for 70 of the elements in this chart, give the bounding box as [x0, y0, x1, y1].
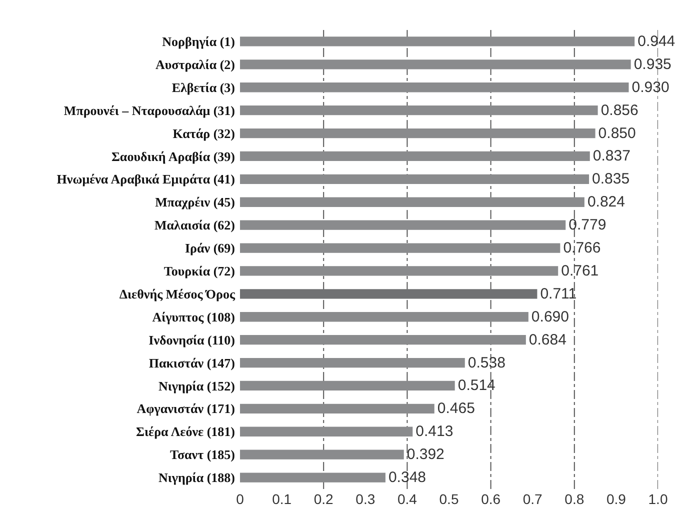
x-tick-label: 0.6 [481, 491, 501, 507]
y-tick-label: Αυστραλία (2) [156, 56, 235, 72]
x-tick-label: 0.9 [606, 491, 626, 507]
data-label: 0.779 [568, 216, 606, 234]
data-label: 0.514 [458, 377, 496, 394]
y-tick-label: Τουρκία (72) [164, 264, 235, 279]
y-tick-label: Τσαντ (185) [170, 447, 235, 462]
bar [240, 472, 386, 482]
data-label: 0.837 [592, 148, 630, 165]
y-tick-label: Ηνωμένα Αραβικά Εμιράτα (41) [56, 172, 235, 187]
y-tick-label: Αφγανιστάν (171) [136, 401, 235, 416]
bar [240, 312, 528, 322]
y-tick-label: Κατάρ (32) [172, 126, 235, 141]
y-tick-label: Πακιστάν (147) [148, 355, 235, 370]
y-tick-label: Ιράν (69) [185, 240, 235, 256]
y-tick-label: Ελβετία (3) [172, 80, 235, 95]
bar [240, 266, 558, 276]
y-tick-label: Διεθνής Μέσος Όρος [119, 286, 236, 302]
x-tick-label: 0.2 [314, 491, 334, 507]
bar [240, 128, 596, 138]
x-tick-label: 0.7 [522, 491, 543, 507]
bar [240, 243, 560, 253]
data-label: 0.856 [600, 102, 638, 119]
y-tick-label: Μπρουνέι – Νταρουσαλάμ (31) [64, 102, 235, 118]
y-tick-label: Νιγηρία (188) [158, 470, 235, 486]
y-tick-label: Σαουδική Αραβία (39) [111, 148, 235, 164]
data-label: 0.392 [406, 446, 444, 464]
data-label: 0.690 [531, 308, 569, 326]
data-label: 0.684 [528, 331, 566, 348]
bar [240, 358, 465, 368]
x-tick-label: 0.4 [397, 491, 418, 507]
bar [240, 335, 526, 345]
x-tick-label: 0.3 [356, 491, 376, 507]
bar [240, 174, 590, 184]
data-label: 0.711 [540, 285, 577, 302]
data-label: 0.348 [388, 469, 426, 486]
data-label: 0.538 [468, 354, 506, 372]
y-tick-label: Σιέρα Λεόνε (181) [136, 424, 235, 440]
data-label: 0.761 [561, 262, 599, 280]
bar [240, 106, 598, 116]
bar [240, 151, 590, 162]
data-label: 0.850 [598, 124, 636, 142]
data-label: 0.766 [563, 240, 601, 257]
data-label: 0.835 [592, 170, 630, 188]
y-tick-label: Ινδονησία (110) [148, 332, 235, 348]
data-label: 0.935 [634, 56, 672, 73]
x-tick-label: 1.0 [648, 491, 668, 507]
data-label: 0.465 [437, 400, 475, 418]
y-tick-label: Νορβηγία (1) [162, 34, 235, 50]
data-label: 0.944 [638, 32, 676, 50]
y-tick-label: Αίγυπτος (108) [152, 309, 235, 324]
bar [240, 197, 584, 207]
bar [240, 450, 404, 460]
data-label: 0.824 [587, 194, 625, 211]
x-tick-label: 0.8 [564, 491, 584, 507]
x-tick-label: 0.1 [272, 491, 292, 507]
bar [240, 36, 635, 46]
x-tick-label: 0.5 [439, 491, 459, 507]
bar [240, 82, 629, 92]
y-tick-label: Νιγηρία (152) [158, 378, 235, 394]
y-tick-label: Μπαχρέιν (45) [155, 194, 235, 210]
bar [240, 60, 631, 70]
x-tick-label: 0 [236, 491, 244, 507]
data-label: 0.413 [416, 423, 454, 440]
bar [240, 426, 413, 436]
bar [240, 404, 434, 414]
y-tick-label: Μαλαισία (62) [154, 218, 235, 233]
bar [240, 380, 455, 391]
bar [240, 289, 538, 299]
bar [240, 220, 566, 230]
